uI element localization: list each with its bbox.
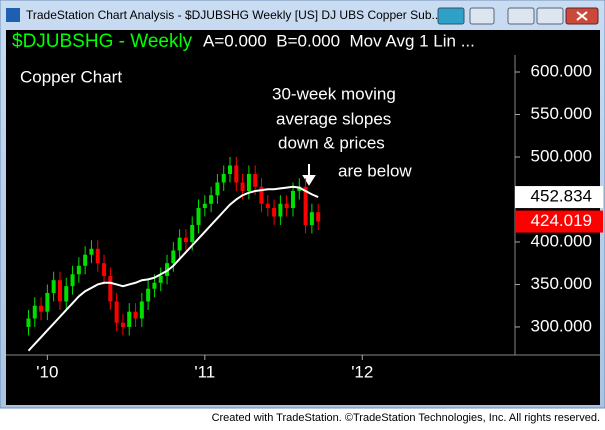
y-tick-label: 350.000 (531, 274, 592, 293)
candle-body (57, 280, 62, 302)
annotation: average slopes (276, 109, 391, 128)
candle-body (303, 186, 308, 225)
y-tick-label: 400.000 (531, 231, 592, 250)
annotation: down & prices (278, 133, 385, 152)
candle-body (278, 203, 283, 217)
candle-body (309, 212, 314, 225)
symbol-title: $DJUBSHG - Weekly (12, 31, 193, 52)
menu-button[interactable] (469, 7, 495, 25)
candle-body (290, 190, 295, 208)
last-average-label: 452.834 (531, 187, 592, 206)
window-title: TradeStation Chart Analysis - $DJUBSHG W… (26, 8, 442, 22)
candle-body (297, 186, 302, 191)
candle-body (221, 173, 226, 183)
moving-average-line (27, 185, 319, 352)
chart-title: Copper Chart (20, 67, 122, 86)
candle-body (228, 165, 233, 174)
y-tick-label: 300.000 (531, 316, 592, 335)
indicator-readout: A=0.000 B=0.000 Mov Avg 1 Lin ... (203, 31, 475, 50)
chart-area (6, 30, 600, 405)
candle-body (64, 286, 69, 302)
candle-body (108, 275, 113, 302)
candle-body (95, 248, 100, 264)
candle-body (26, 318, 31, 327)
candle-body (70, 274, 75, 287)
candle-body (139, 301, 144, 319)
candle-body (127, 311, 132, 327)
candle-body (171, 250, 176, 264)
candle-body (83, 254, 88, 266)
candle-body (152, 282, 157, 289)
candle-body (265, 203, 270, 208)
last-price-label: 424.019 (531, 211, 592, 230)
y-tick-label: 600.000 (531, 61, 592, 80)
candle-body (202, 203, 207, 208)
candle-body (102, 263, 107, 276)
maximize-button[interactable] (536, 7, 564, 25)
annotation: are below (338, 161, 412, 180)
candle-body (177, 237, 182, 251)
app-icon (6, 8, 20, 22)
last-average-box (515, 186, 603, 209)
window-buttons (437, 7, 599, 25)
candle-body (215, 182, 220, 196)
candle-body (240, 182, 245, 191)
candle-body (196, 207, 201, 225)
candle-body (120, 322, 125, 327)
candle-body (45, 292, 50, 312)
annotation: 30-week moving (272, 84, 396, 103)
minimize-button[interactable] (507, 7, 535, 25)
candle-body (284, 203, 289, 208)
y-tick-label: 550.000 (531, 104, 592, 123)
last-price-box (515, 210, 603, 233)
candle-body (246, 173, 251, 191)
close-icon (576, 11, 588, 21)
candle-body (133, 311, 138, 319)
candle-body (32, 305, 37, 319)
candle-body (253, 173, 258, 187)
candle-body (114, 301, 119, 323)
candle-body (209, 195, 214, 204)
candle-body (259, 186, 264, 204)
candle-body (183, 237, 188, 242)
candle-body (272, 207, 277, 217)
candle-body (89, 248, 94, 255)
x-tick-label: '10 (36, 362, 58, 381)
candle-body (51, 280, 56, 293)
x-tick-label: '12 (351, 362, 373, 381)
candle-body (190, 224, 195, 242)
annotation-arrow (302, 164, 316, 186)
candle-body (234, 165, 239, 183)
symbol-link-button[interactable] (437, 7, 465, 25)
candle-body (146, 288, 151, 302)
candle-body (158, 275, 163, 283)
candle-body (39, 305, 44, 312)
candle-body (316, 212, 321, 222)
candle-body (76, 265, 81, 275)
x-tick-label: '11 (194, 362, 215, 381)
y-tick-label: 500.000 (531, 146, 592, 165)
footer: Created with TradeStation. ©TradeStation… (212, 412, 600, 424)
